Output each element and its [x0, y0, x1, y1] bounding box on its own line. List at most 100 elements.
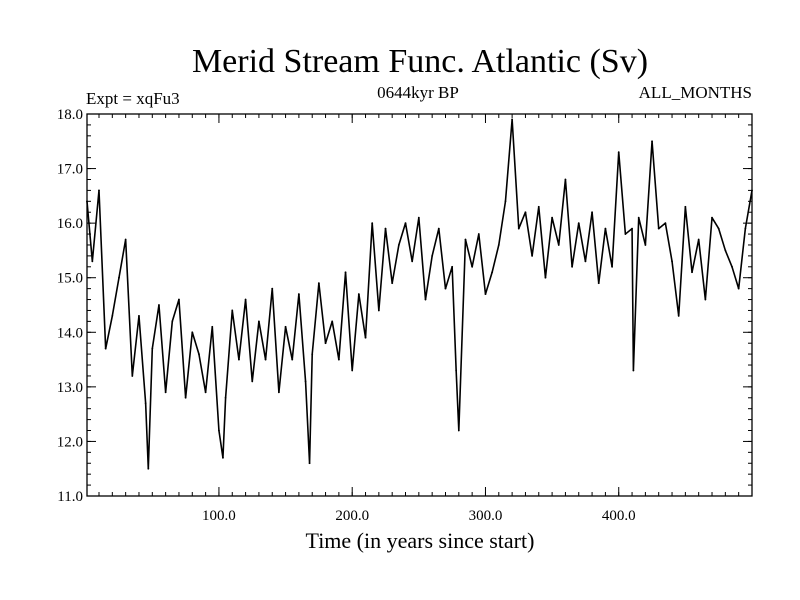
y-tick-label: 11.0 [57, 489, 83, 505]
data-point [138, 315, 140, 317]
data-point [632, 369, 635, 372]
data-point [377, 309, 380, 312]
data-point [111, 315, 114, 317]
data-point [704, 298, 707, 301]
data-point [524, 211, 527, 214]
data-point [364, 336, 367, 339]
data-point [171, 320, 174, 323]
data-point [158, 304, 160, 306]
data-point [231, 309, 234, 312]
data-point [178, 298, 180, 301]
data-point [124, 238, 127, 241]
data-point [337, 358, 340, 361]
data-point [657, 227, 660, 230]
data-point [497, 244, 500, 246]
data-point [391, 282, 394, 285]
data-point [264, 358, 267, 361]
data-point [711, 216, 713, 219]
subtitle-right: ALL_MONTHS [639, 83, 752, 102]
data-point [631, 227, 633, 230]
data-point [184, 396, 187, 399]
data-point [191, 331, 194, 334]
plot-frame [86, 113, 753, 497]
data-point [98, 189, 100, 192]
data-point [164, 391, 167, 394]
data-point [571, 265, 573, 268]
data-point [684, 205, 687, 208]
data-point [437, 227, 440, 230]
data-point [544, 276, 547, 279]
data-point [644, 244, 647, 246]
data-point [677, 315, 680, 317]
data-point [278, 391, 280, 394]
data-point [484, 293, 487, 295]
data-point [351, 369, 354, 372]
data-point [717, 227, 720, 230]
data-point [147, 467, 150, 470]
series-group [86, 118, 753, 470]
x-axis-label: Time (in years since start) [306, 528, 535, 553]
data-point [471, 265, 474, 268]
data-point [604, 227, 607, 230]
data-point [397, 244, 400, 246]
data-point [477, 233, 480, 235]
data-point [424, 298, 427, 301]
series-line [86, 118, 753, 470]
data-point [431, 254, 434, 257]
data-point [617, 151, 620, 154]
data-point [411, 260, 414, 263]
data-point [691, 271, 693, 274]
data-point [724, 249, 727, 252]
data-point [222, 456, 224, 459]
data-point [404, 222, 407, 225]
data-point [491, 271, 494, 274]
data-point [198, 353, 200, 356]
data-point [144, 402, 147, 405]
data-point [551, 216, 553, 219]
data-point [737, 287, 740, 290]
x-tick-label: 200.0 [335, 508, 369, 524]
y-tick-label: 15.0 [57, 271, 83, 287]
data-point [91, 260, 94, 263]
y-tick-labels: 11.0 12.0 13.0 14.0 15.0 16.0 17.0 18.0 [57, 107, 83, 505]
data-point [451, 265, 454, 268]
data-point [637, 216, 640, 219]
data-point [104, 347, 107, 350]
data-point [731, 265, 733, 268]
data-point [244, 298, 247, 301]
data-point [151, 347, 154, 350]
data-point [697, 238, 700, 241]
data-point [557, 244, 560, 246]
y-tick-label: 17.0 [57, 162, 83, 178]
data-point [324, 342, 327, 345]
data-point [591, 211, 593, 214]
subtitle-center: 0644kyr BP [377, 83, 459, 102]
data-point [211, 325, 214, 328]
chart-title: Merid Stream Func. Atlantic (Sv) [192, 43, 648, 80]
data-point [131, 375, 134, 377]
data-point [204, 391, 207, 394]
data-point [304, 380, 307, 383]
data-point [531, 254, 534, 257]
data-point [444, 287, 447, 290]
y-tick-label: 12.0 [57, 434, 83, 450]
y-tick-label: 18.0 [57, 107, 83, 123]
data-point [311, 353, 314, 356]
x-tick-label: 400.0 [602, 508, 636, 524]
data-point [371, 222, 374, 225]
data-point [258, 320, 260, 323]
data-point [284, 325, 287, 328]
data-point [417, 216, 420, 219]
data-point [384, 227, 387, 230]
y-tick-label: 13.0 [57, 380, 83, 396]
y-tick-label: 16.0 [57, 216, 83, 232]
data-point [308, 462, 311, 465]
data-point [744, 227, 747, 230]
data-point [455, 369, 458, 372]
data-point [251, 380, 254, 383]
data-point [624, 233, 627, 235]
data-point [517, 227, 520, 230]
data-point [457, 429, 460, 432]
data-point [577, 222, 580, 225]
